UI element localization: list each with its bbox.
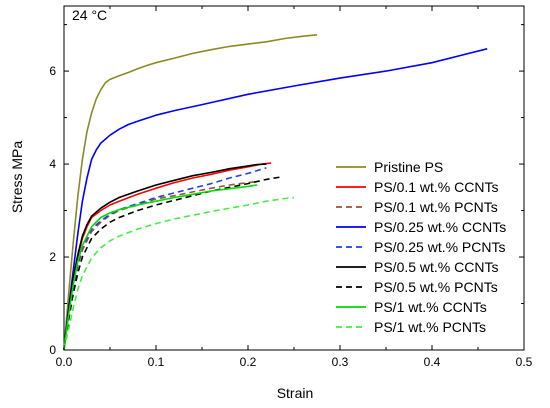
legend-label-6: PS/0.5 wt.% CCNTs (374, 259, 498, 275)
series-line-8 (63, 184, 258, 351)
legend-label-7: PS/0.5 wt.% PCNTs (374, 279, 498, 295)
legend-label-2: PS/0.1 wt.% CCNTs (374, 179, 498, 195)
legend-label-9: PS/1 wt.% PCNTs (374, 319, 486, 335)
y-tick-label: 6 (49, 64, 56, 78)
x-tick-label: 0.4 (424, 355, 441, 369)
series-line-4 (63, 48, 488, 351)
series-line-9 (63, 196, 295, 351)
y-tick-label: 0 (49, 343, 56, 357)
y-axis-label: Stress MPa (9, 141, 25, 214)
series-line-5 (63, 167, 267, 351)
series-line-1 (63, 34, 318, 351)
x-tick-label: 0.3 (332, 355, 349, 369)
tick-layer: 0.0 0.1 0.2 0.3 0.4 0.5 0 2 4 6 (49, 6, 533, 369)
legend-label-4: PS/0.25 wt.% CCNTs (374, 219, 506, 235)
legend-label-1: Pristine PS (374, 159, 443, 175)
series-line-7 (63, 176, 281, 351)
series-line-2 (63, 162, 272, 351)
legend-label-3: PS/0.1 wt.% PCNTs (374, 199, 498, 215)
x-tick-label: 0.0 (56, 355, 73, 369)
temperature-annotation: 24 °C (72, 7, 107, 23)
series-line-3 (63, 180, 258, 351)
y-tick-label: 4 (49, 157, 56, 171)
x-tick-label: 0.2 (240, 355, 257, 369)
x-tick-label: 0.5 (516, 355, 533, 369)
x-tick-label: 0.1 (148, 355, 165, 369)
legend-label-8: PS/1 wt.% CCNTs (374, 299, 487, 315)
x-axis-label: Strain (277, 385, 314, 401)
legend-label-5: PS/0.25 wt.% PCNTs (374, 239, 506, 255)
series-line-6 (63, 163, 267, 351)
series-layer (63, 34, 488, 351)
y-tick-label: 2 (49, 250, 56, 264)
legend: Pristine PS PS/0.1 wt.% CCNTs PS/0.1 wt.% … (336, 159, 506, 335)
